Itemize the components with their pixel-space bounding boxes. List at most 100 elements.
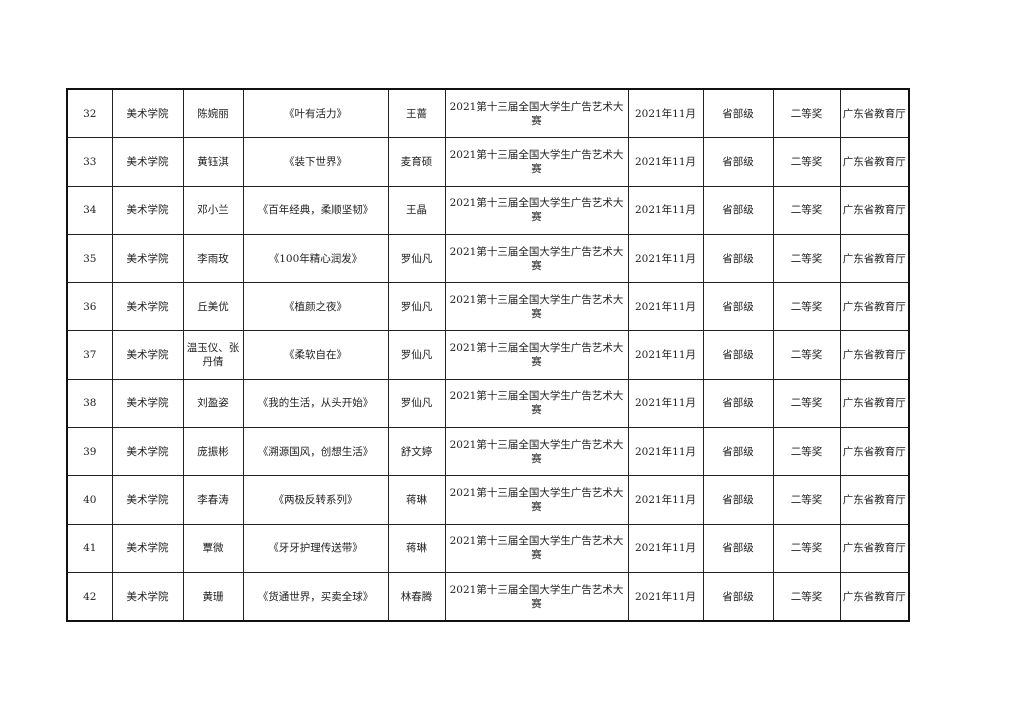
cell-no: 33 <box>66 137 113 187</box>
cell-issuer: 广东省教育厅 <box>839 427 910 477</box>
cell-level: 省部级 <box>702 88 774 139</box>
table-row: 38 美术学院 刘盈姿 《我的生活，从头开始》 罗仙凡 2021第十三届全国大学生广告艺术… <box>66 378 910 429</box>
cell-student: 邓小兰 <box>182 185 244 235</box>
cell-competition: 2021第十三届全国大学生广告艺术大赛 <box>444 137 629 187</box>
cell-college: 美术学院 <box>111 571 184 622</box>
cell-student: 丘美优 <box>182 282 244 332</box>
cell-award: 二等奖 <box>772 185 841 235</box>
cell-advisor: 舒文婷 <box>387 427 446 477</box>
cell-no: 41 <box>66 523 113 573</box>
cell-issuer: 广东省教育厅 <box>839 378 910 429</box>
cell-date: 2021年11月 <box>627 475 704 525</box>
cell-date: 2021年11月 <box>627 185 704 235</box>
cell-date: 2021年11月 <box>627 233 704 284</box>
cell-advisor: 林春腾 <box>387 571 446 622</box>
cell-college: 美术学院 <box>111 475 184 525</box>
cell-college: 美术学院 <box>111 330 184 380</box>
cell-award: 二等奖 <box>772 523 841 573</box>
cell-work: 《我的生活，从头开始》 <box>242 378 389 429</box>
cell-work: 《牙牙护理传送带》 <box>242 523 389 573</box>
table-row: 40 美术学院 李春涛 《两极反转系列》 蒋琳 2021第十三届全国大学生广告艺术大赛 20… <box>66 475 910 525</box>
cell-no: 35 <box>66 233 113 284</box>
cell-no: 40 <box>66 475 113 525</box>
cell-student: 陈婉丽 <box>182 88 244 139</box>
cell-award: 二等奖 <box>772 88 841 139</box>
cell-award: 二等奖 <box>772 427 841 477</box>
cell-level: 省部级 <box>702 282 774 332</box>
cell-award: 二等奖 <box>772 571 841 622</box>
cell-work: 《柔软自在》 <box>242 330 389 380</box>
cell-level: 省部级 <box>702 378 774 429</box>
cell-work: 《100年精心润发》 <box>242 233 389 284</box>
cell-student: 庞振彬 <box>182 427 244 477</box>
cell-competition: 2021第十三届全国大学生广告艺术大赛 <box>444 330 629 380</box>
cell-college: 美术学院 <box>111 523 184 573</box>
cell-work: 《百年经典，柔顺坚韧》 <box>242 185 389 235</box>
cell-issuer: 广东省教育厅 <box>839 282 910 332</box>
cell-issuer: 广东省教育厅 <box>839 475 910 525</box>
cell-date: 2021年11月 <box>627 282 704 332</box>
cell-level: 省部级 <box>702 330 774 380</box>
cell-award: 二等奖 <box>772 137 841 187</box>
cell-work: 《装下世界》 <box>242 137 389 187</box>
cell-competition: 2021第十三届全国大学生广告艺术大赛 <box>444 378 629 429</box>
cell-date: 2021年11月 <box>627 330 704 380</box>
cell-competition: 2021第十三届全国大学生广告艺术大赛 <box>444 185 629 235</box>
cell-level: 省部级 <box>702 571 774 622</box>
cell-level: 省部级 <box>702 137 774 187</box>
cell-award: 二等奖 <box>772 330 841 380</box>
cell-award: 二等奖 <box>772 233 841 284</box>
cell-competition: 2021第十三届全国大学生广告艺术大赛 <box>444 88 629 139</box>
cell-college: 美术学院 <box>111 137 184 187</box>
cell-no: 38 <box>66 378 113 429</box>
cell-student: 覃微 <box>182 523 244 573</box>
cell-date: 2021年11月 <box>627 378 704 429</box>
cell-student: 刘盈姿 <box>182 378 244 429</box>
cell-student: 李春涛 <box>182 475 244 525</box>
cell-level: 省部级 <box>702 233 774 284</box>
cell-no: 42 <box>66 571 113 622</box>
cell-competition: 2021第十三届全国大学生广告艺术大赛 <box>444 233 629 284</box>
cell-advisor: 罗仙凡 <box>387 233 446 284</box>
cell-advisor: 蒋琳 <box>387 475 446 525</box>
cell-date: 2021年11月 <box>627 523 704 573</box>
cell-no: 32 <box>66 88 113 139</box>
cell-date: 2021年11月 <box>627 137 704 187</box>
table-row: 42 美术学院 黄珊 《货通世界，买卖全球》 林春腾 2021第十三届全国大学生广告艺术大… <box>66 571 910 622</box>
cell-advisor: 罗仙凡 <box>387 282 446 332</box>
cell-no: 36 <box>66 282 113 332</box>
cell-work: 《货通世界，买卖全球》 <box>242 571 389 622</box>
cell-issuer: 广东省教育厅 <box>839 330 910 380</box>
cell-advisor: 罗仙凡 <box>387 378 446 429</box>
cell-no: 39 <box>66 427 113 477</box>
cell-work: 《植颜之夜》 <box>242 282 389 332</box>
cell-student: 黄钰淇 <box>182 137 244 187</box>
cell-college: 美术学院 <box>111 185 184 235</box>
cell-college: 美术学院 <box>111 233 184 284</box>
cell-advisor: 王蔷 <box>387 88 446 139</box>
awards-table: 32 美术学院 陈婉丽 《叶有活力》 王蔷 2021第十三届全国大学生广告艺术大赛 2021… <box>66 88 910 623</box>
cell-issuer: 广东省教育厅 <box>839 233 910 284</box>
table-row: 33 美术学院 黄钰淇 《装下世界》 麦育硕 2021第十三届全国大学生广告艺术大赛 202… <box>66 137 910 187</box>
cell-issuer: 广东省教育厅 <box>839 137 910 187</box>
cell-level: 省部级 <box>702 523 774 573</box>
cell-level: 省部级 <box>702 185 774 235</box>
cell-student: 温玉仪、张丹倩 <box>182 330 244 380</box>
cell-work: 《叶有活力》 <box>242 88 389 139</box>
table-row: 32 美术学院 陈婉丽 《叶有活力》 王蔷 2021第十三届全国大学生广告艺术大赛 2021… <box>66 88 910 139</box>
table-row: 34 美术学院 邓小兰 《百年经典，柔顺坚韧》 王晶 2021第十三届全国大学生广告艺术大… <box>66 185 910 235</box>
cell-college: 美术学院 <box>111 378 184 429</box>
cell-competition: 2021第十三届全国大学生广告艺术大赛 <box>444 571 629 622</box>
cell-competition: 2021第十三届全国大学生广告艺术大赛 <box>444 523 629 573</box>
cell-advisor: 王晶 <box>387 185 446 235</box>
cell-award: 二等奖 <box>772 475 841 525</box>
cell-level: 省部级 <box>702 427 774 477</box>
cell-no: 37 <box>66 330 113 380</box>
cell-competition: 2021第十三届全国大学生广告艺术大赛 <box>444 475 629 525</box>
cell-work: 《两极反转系列》 <box>242 475 389 525</box>
cell-issuer: 广东省教育厅 <box>839 571 910 622</box>
cell-advisor: 麦育硕 <box>387 137 446 187</box>
cell-college: 美术学院 <box>111 282 184 332</box>
cell-level: 省部级 <box>702 475 774 525</box>
cell-date: 2021年11月 <box>627 88 704 139</box>
